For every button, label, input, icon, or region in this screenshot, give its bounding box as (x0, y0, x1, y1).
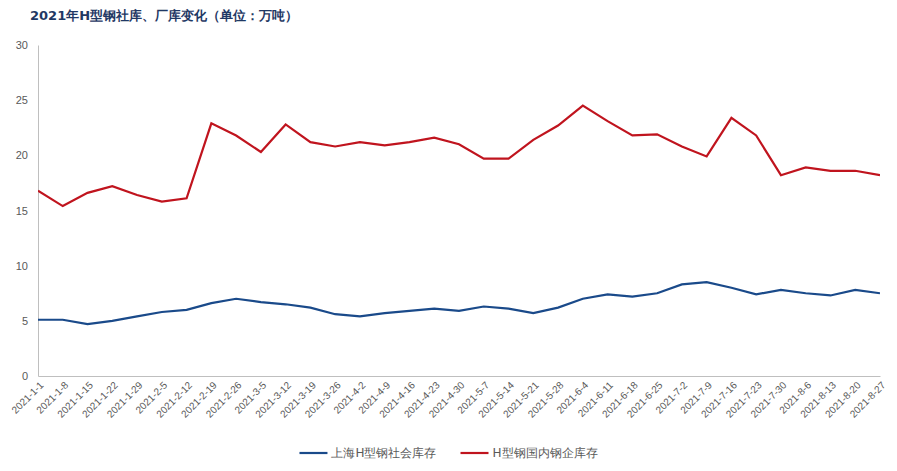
legend-label: 上海H型钢社会库存 (331, 446, 436, 460)
plot: 0 5 10 15 20 25 30 2021-1-12021-1-82021-1-15202… (9, 39, 887, 420)
x-tick: 2021-8-27 (848, 376, 888, 420)
y-tick: 10 (16, 260, 38, 272)
y-tick-label: 0 (22, 370, 28, 382)
legend-swatch (461, 452, 489, 454)
x-axis-line (39, 376, 881, 377)
title: 2021年H型钢社库、厂库变化（单位：万吨） (30, 8, 298, 23)
legend-item: H型钢国内钢企库存 (461, 446, 598, 460)
y-tick-label: 30 (16, 39, 28, 51)
series-line (38, 282, 880, 324)
lines (38, 106, 880, 324)
y-tick-label: 10 (16, 260, 28, 272)
y-tick: 30 (16, 39, 38, 51)
x-tick-label: 2021-8-27 (848, 379, 888, 419)
legend-swatch (299, 452, 327, 454)
y-axis: 0 5 10 15 20 25 30 (16, 39, 39, 382)
y-tick: 20 (16, 149, 38, 161)
y-tick-label: 25 (16, 94, 28, 106)
y-tick: 0 (22, 370, 38, 382)
y-tick-label: 20 (16, 149, 28, 161)
x-axis: 2021-1-12021-1-82021-1-152021-1-222021-1… (9, 376, 887, 420)
legend-item: 上海H型钢社会库存 (299, 446, 436, 460)
y-tick: 25 (16, 94, 38, 106)
y-tick: 5 (22, 315, 38, 327)
legend: 上海H型钢社会库存 H型钢国内钢企库存 (299, 446, 597, 460)
series-line (38, 106, 880, 206)
y-axis-line (38, 46, 39, 377)
chart: 2021年H型钢社库、厂库变化（单位：万吨） 0 5 10 15 20 25 30 2021-1… (0, 0, 897, 471)
legend-label: H型钢国内钢企库存 (493, 446, 598, 460)
y-tick-label: 5 (22, 315, 28, 327)
y-tick-label: 15 (16, 205, 28, 217)
y-tick: 15 (16, 205, 38, 217)
